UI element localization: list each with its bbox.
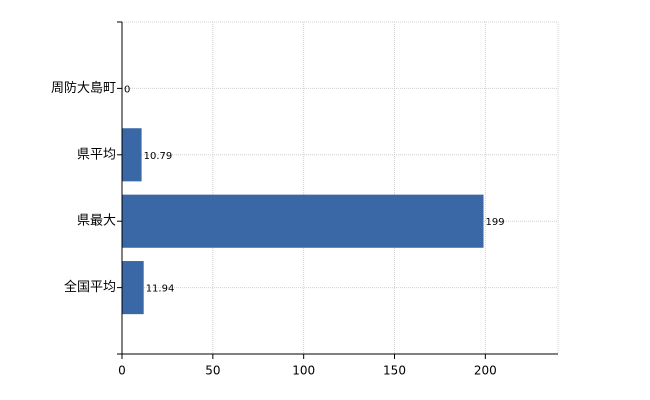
bar	[122, 128, 142, 182]
x-tick-label: 150	[383, 364, 406, 378]
y-tick-label: 全国平均	[64, 279, 116, 295]
value-label: 199	[486, 217, 505, 228]
bar	[122, 194, 484, 248]
y-tick-label: 周防大島町	[51, 80, 116, 96]
y-tick-label: 県平均	[77, 147, 116, 162]
y-tick-label: 県最大	[77, 214, 116, 229]
value-label: 10.79	[144, 151, 173, 162]
x-tick-label: 200	[474, 364, 497, 378]
x-tick-label: 0	[118, 364, 126, 378]
bar	[122, 261, 144, 315]
value-label: 0	[124, 84, 130, 95]
x-tick-label: 100	[292, 364, 315, 378]
value-label: 11.94	[146, 284, 175, 295]
x-tick-label: 50	[205, 364, 220, 378]
